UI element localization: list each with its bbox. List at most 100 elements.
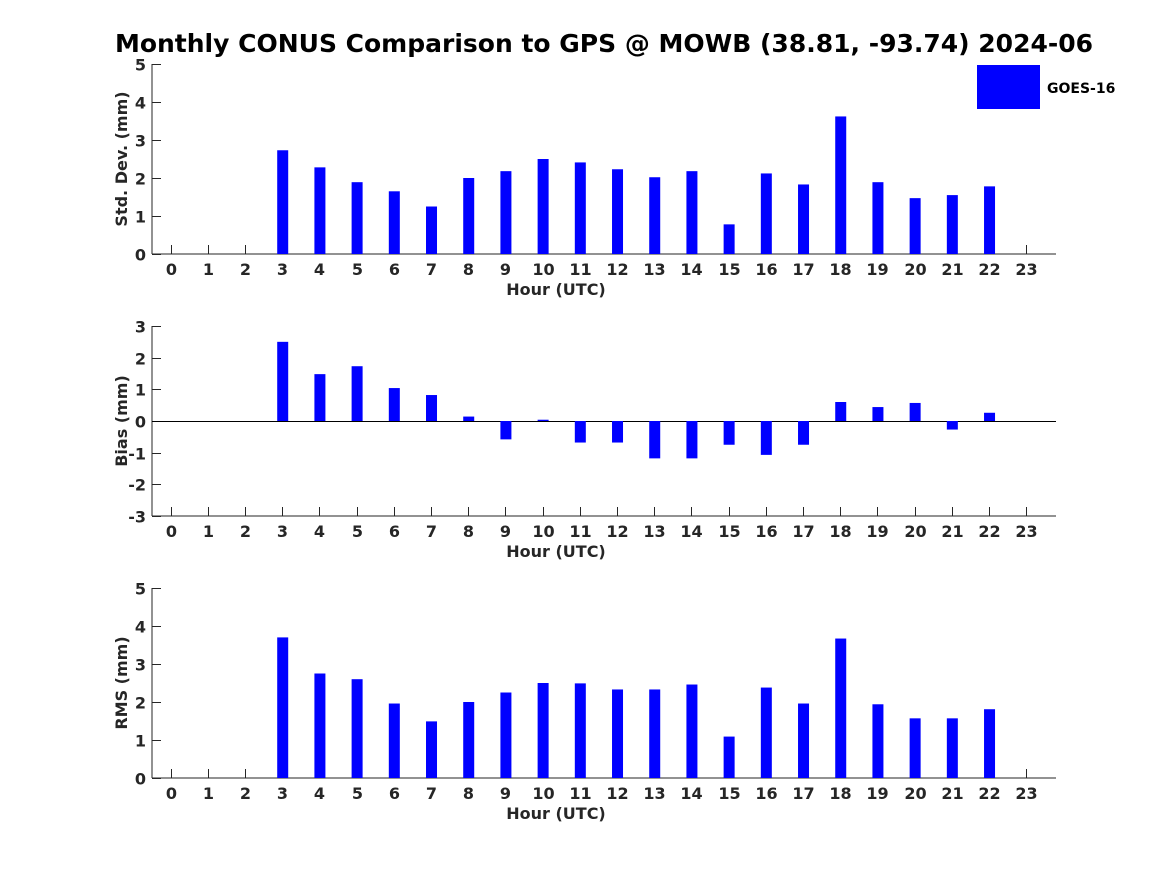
bar-hour-18: [835, 402, 847, 421]
x-tick-label: 5: [352, 522, 363, 541]
y-tick-label: 3: [135, 318, 146, 337]
bar-hour-11: [574, 683, 586, 778]
x-tick-label: 9: [500, 260, 511, 279]
bar-hour-17: [798, 184, 810, 254]
x-tick-label: 8: [463, 784, 474, 803]
x-tick-label: 22: [978, 784, 1000, 803]
bar-hour-6: [388, 703, 400, 778]
x-tick-label: 20: [904, 784, 926, 803]
bar-hour-7: [426, 721, 438, 778]
legend-label: GOES-16: [1047, 81, 1115, 97]
legend: GOES-16: [977, 65, 1115, 109]
x-tick-label: 9: [500, 784, 511, 803]
bar-hour-16: [760, 173, 772, 254]
bar-hour-8: [463, 416, 475, 421]
x-tick-label: 0: [166, 784, 177, 803]
figure-title: Monthly CONUS Comparison to GPS @ MOWB (…: [115, 29, 1093, 58]
x-tick-label: 0: [166, 260, 177, 279]
bar-hour-18: [835, 638, 847, 778]
x-tick-label: 2: [240, 260, 251, 279]
x-axis-label: Hour (UTC): [506, 804, 606, 823]
x-tick-label: 13: [643, 522, 665, 541]
bar-hour-4: [314, 673, 326, 778]
y-tick-label: 4: [135, 94, 146, 113]
x-tick-label: 5: [352, 260, 363, 279]
y-tick-label: 0: [135, 246, 146, 265]
x-tick-label: 15: [718, 260, 740, 279]
x-tick-label: 18: [829, 260, 851, 279]
bar-hour-22: [984, 709, 996, 778]
y-tick-label: 0: [135, 413, 146, 432]
y-tick-label: 3: [135, 656, 146, 675]
x-tick-label: 15: [718, 784, 740, 803]
bar-hour-4: [314, 374, 326, 421]
bar-hour-22: [984, 412, 996, 421]
bar-hour-9: [500, 692, 512, 778]
bar-hour-20: [909, 402, 921, 421]
legend-swatch: [977, 65, 1040, 109]
bar-hour-6: [388, 191, 400, 254]
bar-hour-11: [574, 162, 586, 254]
x-tick-label: 14: [680, 260, 702, 279]
bar-hour-19: [872, 704, 884, 778]
x-tick-label: 14: [680, 784, 702, 803]
x-tick-label: 10: [532, 784, 554, 803]
y-axis-label: RMS (mm): [112, 636, 131, 729]
x-tick-label: 6: [389, 260, 400, 279]
x-tick-label: 11: [569, 784, 591, 803]
bar-hour-17: [798, 421, 810, 445]
x-tick-label: 4: [314, 260, 325, 279]
bar-hour-6: [388, 388, 400, 421]
bar-hour-5: [351, 366, 363, 421]
x-tick-label: 21: [941, 260, 963, 279]
x-tick-label: 16: [755, 260, 777, 279]
x-tick-label: 11: [569, 522, 591, 541]
x-tick-label: 12: [606, 522, 628, 541]
x-tick-label: 23: [1015, 260, 1037, 279]
x-tick-label: 23: [1015, 522, 1037, 541]
bar-hour-4: [314, 167, 326, 254]
bar-hour-13: [649, 421, 661, 459]
x-tick-label: 8: [463, 522, 474, 541]
x-tick-label: 3: [277, 522, 288, 541]
y-axis-label: Bias (mm): [112, 375, 131, 467]
x-tick-label: 6: [389, 522, 400, 541]
x-tick-label: 2: [240, 784, 251, 803]
bar-hour-18: [835, 116, 847, 254]
bar-hour-22: [984, 186, 996, 254]
x-tick-label: 11: [569, 260, 591, 279]
x-tick-label: 10: [532, 260, 554, 279]
x-tick-label: 12: [606, 784, 628, 803]
bar-hour-3: [277, 341, 289, 421]
y-tick-label: 2: [135, 350, 146, 369]
bar-hour-9: [500, 171, 512, 254]
x-tick-label: 13: [643, 260, 665, 279]
x-tick-label: 10: [532, 522, 554, 541]
y-tick-label: 2: [135, 170, 146, 189]
x-tick-label: 20: [904, 522, 926, 541]
bar-hour-8: [463, 178, 475, 254]
x-tick-label: 12: [606, 260, 628, 279]
bar-hour-14: [686, 171, 698, 254]
x-axis-label: Hour (UTC): [506, 280, 606, 299]
x-tick-label: 6: [389, 784, 400, 803]
y-tick-label: 1: [135, 732, 146, 751]
x-tick-label: 20: [904, 260, 926, 279]
x-tick-label: 7: [426, 260, 437, 279]
y-tick-label: 2: [135, 694, 146, 713]
bar-hour-16: [760, 687, 772, 778]
x-tick-label: 7: [426, 522, 437, 541]
bar-hour-3: [277, 637, 289, 778]
x-tick-label: 8: [463, 260, 474, 279]
y-tick-label: 4: [135, 618, 146, 637]
x-tick-label: 13: [643, 784, 665, 803]
bar-hour-21: [946, 718, 958, 778]
bar-hour-10: [537, 419, 549, 421]
x-tick-label: 18: [829, 522, 851, 541]
x-tick-label: 17: [792, 784, 814, 803]
y-tick-label: -1: [128, 445, 146, 464]
